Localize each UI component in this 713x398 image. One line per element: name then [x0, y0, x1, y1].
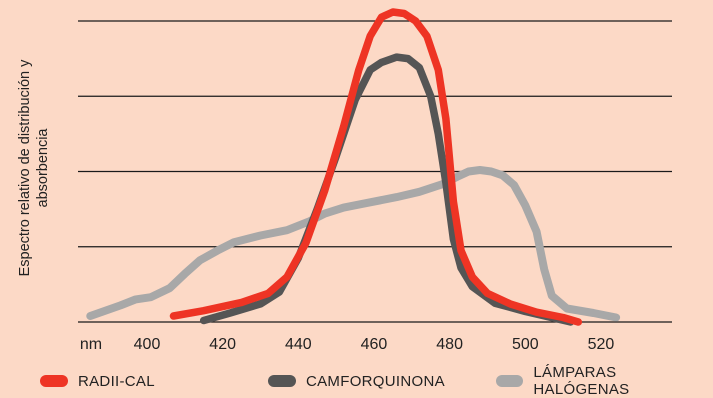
legend-item-camforquinona: CAMFORQUINONA [268, 372, 445, 390]
y-axis-label-line-2: absorbencia [35, 128, 51, 208]
x-axis-unit-label: nm [80, 336, 102, 353]
x-tick-label: 440 [285, 336, 312, 353]
x-tick-label: 400 [134, 336, 161, 353]
legend-item-radii-cal: RADII-CAL [40, 372, 155, 390]
y-axis-label: Espectro relativo de distribución y abso… [16, 8, 52, 328]
series-line-lamparas-halogenas [86, 166, 621, 322]
series-line-radii-cal [169, 8, 583, 326]
legend-item-lamparas-halogenas: LÁMPARAS HALÓGENAS [496, 364, 713, 398]
legend-swatch-lamparas-halogenas [496, 375, 524, 387]
x-tick-label: 420 [209, 336, 236, 353]
legend-label-camforquinona: CAMFORQUINONA [306, 372, 445, 390]
x-tick-label: 480 [436, 336, 463, 353]
x-tick-label: 460 [361, 336, 388, 353]
y-axis-label-line-1: Espectro relativo de distribución y [17, 59, 33, 277]
x-tick-label: 520 [588, 336, 615, 353]
legend-label-lamparas-halogenas: LÁMPARAS HALÓGENAS [533, 364, 630, 398]
legend-swatch-camforquinona [268, 375, 296, 387]
x-tick-label: 500 [512, 336, 539, 353]
legend-swatch-radii-cal [40, 375, 68, 387]
legend-label-radii-cal: RADII-CAL [78, 372, 155, 390]
